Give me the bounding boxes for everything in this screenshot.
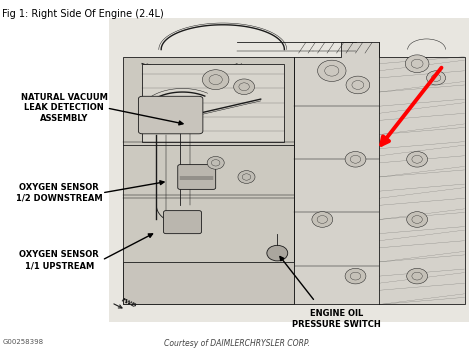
- Text: NATURAL VACUUM
LEAK DETECTION
ASSEMBLY: NATURAL VACUUM LEAK DETECTION ASSEMBLY: [20, 93, 108, 123]
- Polygon shape: [294, 42, 465, 304]
- Circle shape: [238, 171, 255, 183]
- Circle shape: [345, 152, 366, 167]
- Text: FWD: FWD: [121, 297, 138, 309]
- Circle shape: [207, 156, 224, 169]
- Circle shape: [405, 55, 429, 73]
- Text: OXYGEN SENSOR
1/1 UPSTREAM: OXYGEN SENSOR 1/1 UPSTREAM: [19, 250, 99, 270]
- Circle shape: [407, 152, 428, 167]
- Bar: [123, 262, 294, 304]
- Circle shape: [346, 76, 370, 94]
- Circle shape: [407, 212, 428, 227]
- Circle shape: [267, 245, 288, 261]
- Text: OXYGEN SENSOR
1/2 DOWNSTREAM: OXYGEN SENSOR 1/2 DOWNSTREAM: [16, 183, 102, 203]
- FancyBboxPatch shape: [178, 165, 216, 189]
- Circle shape: [312, 212, 333, 227]
- Text: G00258398: G00258398: [2, 339, 44, 345]
- FancyBboxPatch shape: [164, 211, 201, 234]
- Circle shape: [234, 79, 255, 95]
- Text: Fig 1: Right Side Of Engine (2.4L): Fig 1: Right Side Of Engine (2.4L): [2, 9, 164, 19]
- Circle shape: [318, 60, 346, 81]
- Circle shape: [407, 268, 428, 284]
- Polygon shape: [142, 64, 284, 142]
- FancyBboxPatch shape: [138, 96, 203, 134]
- Bar: [109, 18, 469, 322]
- Polygon shape: [123, 57, 294, 304]
- Circle shape: [345, 268, 366, 284]
- Text: ENGINE OIL
PRESSURE SWITCH: ENGINE OIL PRESSURE SWITCH: [292, 309, 381, 329]
- Text: Courtesy of DAIMLERCHRYSLER CORP.: Courtesy of DAIMLERCHRYSLER CORP.: [164, 339, 310, 348]
- Circle shape: [202, 70, 229, 90]
- Circle shape: [427, 71, 446, 85]
